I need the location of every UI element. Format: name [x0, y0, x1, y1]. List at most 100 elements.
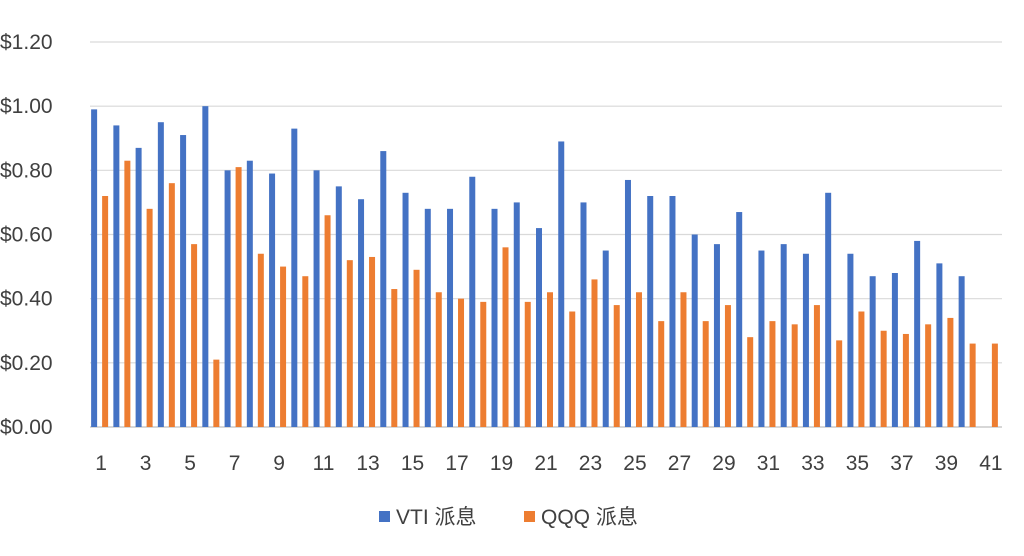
bar-qqq	[146, 208, 153, 427]
x-tick-label: 13	[356, 452, 379, 475]
bar-vti	[536, 228, 542, 427]
bar-vti	[113, 125, 120, 428]
bar-vti	[424, 208, 431, 427]
y-tick-label: $0.00	[0, 416, 53, 439]
bar-qqq	[613, 305, 620, 427]
bar-qqq	[836, 340, 843, 427]
bar-qqq	[925, 324, 932, 427]
gridlines	[90, 41, 1002, 428]
y-tick-label: $0.60	[0, 224, 53, 247]
x-tick-label: 39	[935, 452, 958, 475]
bar-qqq	[346, 260, 353, 427]
bar-qqq	[369, 256, 376, 427]
x-tick-label: 21	[534, 452, 557, 475]
bar-qqq	[791, 324, 798, 427]
bar-vti	[847, 253, 854, 427]
bar-vti	[91, 109, 98, 427]
bar-qqq	[191, 244, 198, 427]
bar-vti	[291, 128, 298, 427]
bar-qqq	[547, 292, 553, 427]
x-tick-label: 11	[313, 452, 335, 475]
bar-vti	[202, 106, 209, 428]
y-tick-label: $1.20	[0, 31, 53, 54]
bar-qqq	[480, 301, 487, 427]
bar-qqq	[724, 305, 731, 427]
x-tick-label: 37	[890, 452, 913, 475]
x-tick-label: 33	[801, 452, 824, 475]
bar-vti	[335, 186, 342, 427]
x-tick-label: 5	[184, 452, 196, 475]
bar-qqq	[102, 196, 109, 427]
bar-qqq	[235, 167, 242, 427]
y-tick-label: $1.00	[0, 95, 53, 118]
bar-vti	[402, 192, 409, 427]
y-axis: $0.00 $0.20 $0.40 $0.60 $0.80 $1.00 $1.20	[0, 31, 53, 439]
bar-qqq	[524, 301, 531, 427]
x-tick-label: 29	[712, 452, 735, 475]
x-tick-label: 35	[846, 452, 869, 475]
bar-vti	[825, 192, 832, 427]
x-tick-label: 19	[490, 452, 513, 475]
bar-qqq	[435, 292, 442, 427]
bar-qqq	[947, 317, 954, 427]
x-tick-label: 23	[579, 452, 602, 475]
bar-vti	[358, 199, 365, 427]
bar-vti	[491, 208, 498, 427]
bars	[91, 106, 998, 428]
y-tick-label: $0.40	[0, 288, 53, 311]
bar-vti	[914, 240, 921, 427]
x-tick-label: 7	[229, 452, 241, 475]
bar-qqq	[880, 330, 887, 427]
bar-qqq	[413, 269, 420, 427]
bar-qqq	[902, 333, 909, 427]
bar-qqq	[991, 343, 998, 427]
bar-qqq	[213, 359, 220, 427]
bar-vti	[736, 212, 743, 427]
y-tick-label: $0.20	[0, 352, 53, 375]
bar-vti	[891, 273, 898, 427]
bar-vti	[380, 151, 387, 428]
bar-qqq	[747, 337, 754, 427]
bar-vti	[780, 244, 787, 427]
legend-label: QQQ 派息	[541, 506, 638, 529]
bar-vti	[647, 196, 654, 427]
x-tick-label: 25	[623, 452, 646, 475]
bar-vti	[313, 170, 320, 428]
x-tick-label: 17	[445, 452, 468, 475]
x-tick-label: 31	[757, 452, 780, 475]
bar-vti	[269, 173, 276, 427]
bar-qqq	[569, 311, 576, 427]
bar-qqq	[813, 305, 820, 427]
x-axis: 1 3 5 7 9 11 13 15 17 19 21 23 25 27 29 31 33 35 37 39 41	[95, 452, 1002, 475]
x-tick-label: 9	[273, 452, 285, 475]
bar-vti	[157, 122, 164, 427]
bar-qqq	[502, 247, 509, 427]
bar-vti	[669, 196, 676, 427]
legend: VTI 派息 QQQ 派息	[379, 506, 638, 529]
y-tick-label: $0.80	[0, 159, 53, 182]
bar-qqq	[458, 298, 465, 427]
bar-qqq	[280, 266, 287, 427]
bar-qqq	[591, 279, 598, 427]
x-tick-label: 1	[95, 452, 107, 475]
bar-qqq	[769, 321, 776, 427]
legend-swatch	[379, 511, 390, 522]
bar-qqq	[124, 160, 131, 428]
bar-vti	[580, 202, 587, 427]
bar-vti	[447, 208, 454, 427]
bar-vti	[469, 176, 476, 427]
bar-qqq	[969, 343, 976, 427]
x-tick-label: 41	[979, 452, 1002, 475]
bar-vti	[224, 170, 231, 428]
legend-swatch	[524, 511, 535, 522]
x-tick-label: 3	[140, 452, 152, 475]
bar-vti	[513, 202, 520, 427]
bar-qqq	[858, 311, 865, 427]
bar-vti	[958, 276, 965, 427]
bar-vti	[802, 253, 809, 427]
bar-qqq	[324, 215, 331, 427]
bar-qqq	[168, 183, 175, 427]
bar-vti	[246, 160, 253, 428]
